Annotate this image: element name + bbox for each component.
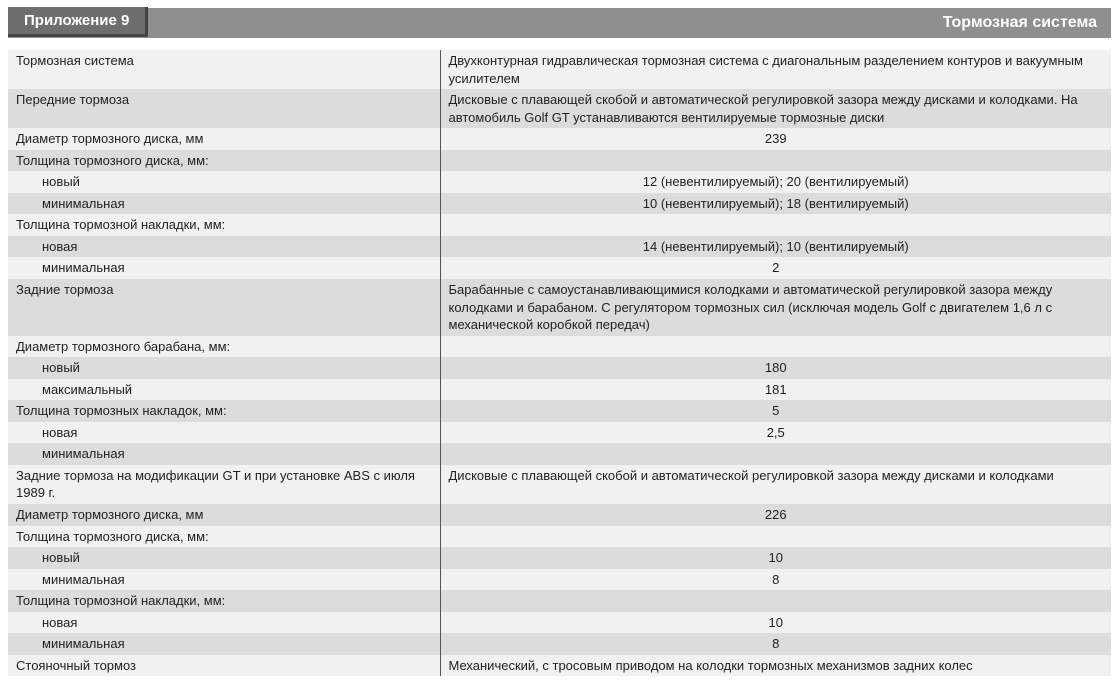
table-row: новая2,5	[8, 422, 1111, 444]
header-spacer	[8, 38, 1111, 50]
spec-label: минимальная	[8, 443, 440, 465]
table-row: Передние тормозаДисковые с плавающей ско…	[8, 89, 1111, 128]
spec-value: Барабанные с самоустанавливающимися коло…	[440, 279, 1111, 336]
table-row: новая10	[8, 612, 1111, 634]
table-row: Толщина тормозного диска, мм:	[8, 150, 1111, 172]
spec-value: Механический, с тросовым приводом на кол…	[440, 655, 1111, 677]
table-row: минимальная8	[8, 569, 1111, 591]
spec-value	[440, 590, 1111, 612]
spec-label: новая	[8, 236, 440, 258]
spec-value: 181	[440, 379, 1111, 401]
spec-label: минимальная	[8, 193, 440, 215]
table-row: Толщина тормозного диска, мм:	[8, 526, 1111, 548]
spec-value: 239	[440, 128, 1111, 150]
spec-table-body: Тормозная системаДвухконтурная гидравлич…	[8, 50, 1111, 676]
spec-label: Тормозная система	[8, 50, 440, 89]
table-row: новый10	[8, 547, 1111, 569]
table-row: новый180	[8, 357, 1111, 379]
table-row: минимальная10 (невентилируемый); 18 (вен…	[8, 193, 1111, 215]
table-row: Толщина тормозных накладок, мм:5	[8, 400, 1111, 422]
table-row: Задние тормозаБарабанные с самоустанавли…	[8, 279, 1111, 336]
spec-label: Толщина тормозной накладки, мм:	[8, 590, 440, 612]
spec-value: 12 (невентилируемый); 20 (вентилируемый)	[440, 171, 1111, 193]
spec-label: минимальная	[8, 569, 440, 591]
table-row: минимальная8	[8, 633, 1111, 655]
table-row: максимальный181	[8, 379, 1111, 401]
table-row: Стояночный тормозМеханический, с тросовы…	[8, 655, 1111, 677]
table-row: Диаметр тормозного диска, мм226	[8, 504, 1111, 526]
spec-label: Диаметр тормозного диска, мм	[8, 128, 440, 150]
spec-value	[440, 150, 1111, 172]
table-row: Диаметр тормозного барабана, мм:	[8, 336, 1111, 358]
spec-value: 10 (невентилируемый); 18 (вентилируемый)	[440, 193, 1111, 215]
spec-value: 8	[440, 569, 1111, 591]
spec-value: Дисковые с плавающей скобой и автоматиче…	[440, 465, 1111, 504]
spec-label: Толщина тормозной накладки, мм:	[8, 214, 440, 236]
table-row: Толщина тормозной накладки, мм:	[8, 214, 1111, 236]
spec-label: Диаметр тормозного барабана, мм:	[8, 336, 440, 358]
table-row: Толщина тормозной накладки, мм:	[8, 590, 1111, 612]
spec-label: Передние тормоза	[8, 89, 440, 128]
spec-value: 8	[440, 633, 1111, 655]
spec-table: Тормозная системаДвухконтурная гидравлич…	[8, 50, 1111, 676]
tab-label: Приложение 9	[24, 12, 129, 29]
spec-value: 180	[440, 357, 1111, 379]
spec-value	[440, 336, 1111, 358]
spec-label: Толщина тормозных накладок, мм:	[8, 400, 440, 422]
spec-value: 10	[440, 612, 1111, 634]
table-row: минимальная	[8, 443, 1111, 465]
spec-value: Двухконтурная гидравлическая тормозная с…	[440, 50, 1111, 89]
spec-value: 226	[440, 504, 1111, 526]
table-row: Задние тормоза на модификации GT и при у…	[8, 465, 1111, 504]
spec-value: 5	[440, 400, 1111, 422]
spec-label: новый	[8, 171, 440, 193]
spec-label: максимальный	[8, 379, 440, 401]
table-row: новая14 (невентилируемый); 10 (вентилиру…	[8, 236, 1111, 258]
spec-label: минимальная	[8, 257, 440, 279]
appendix-tab: Приложение 9	[8, 7, 148, 37]
header-bar: Приложение 9 Тормозная система	[8, 8, 1111, 38]
table-row: минимальная2	[8, 257, 1111, 279]
table-row: новый12 (невентилируемый); 20 (вентилиру…	[8, 171, 1111, 193]
page-title: Тормозная система	[943, 8, 1111, 38]
table-row: Тормозная системаДвухконтурная гидравлич…	[8, 50, 1111, 89]
table-row: Диаметр тормозного диска, мм239	[8, 128, 1111, 150]
spec-value: 2,5	[440, 422, 1111, 444]
spec-value: Дисковые с плавающей скобой и автоматиче…	[440, 89, 1111, 128]
spec-value	[440, 443, 1111, 465]
spec-label: Толщина тормозного диска, мм:	[8, 150, 440, 172]
spec-label: Диаметр тормозного диска, мм	[8, 504, 440, 526]
spec-value: 2	[440, 257, 1111, 279]
spec-label: новая	[8, 422, 440, 444]
spec-label: Задние тормоза на модификации GT и при у…	[8, 465, 440, 504]
spec-label: минимальная	[8, 633, 440, 655]
spec-label: новый	[8, 357, 440, 379]
document-page: Приложение 9 Тормозная система Тормозная…	[8, 8, 1111, 676]
spec-value	[440, 214, 1111, 236]
spec-value: 14 (невентилируемый); 10 (вентилируемый)	[440, 236, 1111, 258]
spec-value	[440, 526, 1111, 548]
spec-label: новая	[8, 612, 440, 634]
spec-label: новый	[8, 547, 440, 569]
spec-value: 10	[440, 547, 1111, 569]
spec-label: Толщина тормозного диска, мм:	[8, 526, 440, 548]
spec-label: Стояночный тормоз	[8, 655, 440, 677]
spec-label: Задние тормоза	[8, 279, 440, 336]
